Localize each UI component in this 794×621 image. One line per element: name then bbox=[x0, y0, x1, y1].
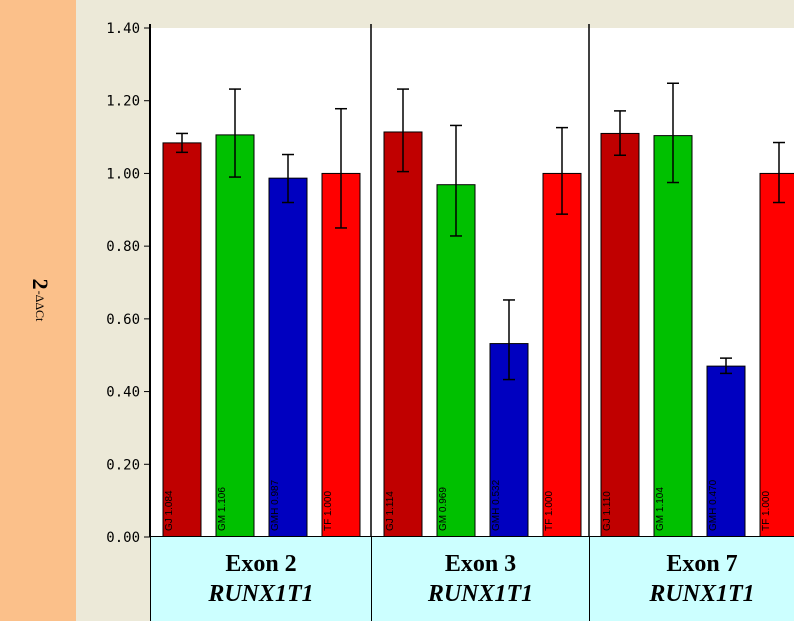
category-gene-label: RUNX1T1 bbox=[372, 579, 589, 609]
category-label-exon-2: Exon 2 RUNX1T1 bbox=[150, 537, 372, 621]
y-tick-label: 0.00 bbox=[106, 530, 140, 546]
bar-data-label: GM 0.969 bbox=[438, 487, 449, 531]
bar-data-label: GJ 1.110 bbox=[602, 491, 613, 531]
bar-data-label: GM 1.106 bbox=[217, 487, 228, 531]
y-tick-label: 0.60 bbox=[106, 312, 140, 328]
bar-data-label: TF 1.000 bbox=[323, 491, 334, 531]
category-exon-label: Exon 2 bbox=[225, 551, 296, 577]
bar-data-label: GMH 0.987 bbox=[270, 479, 281, 531]
y-tick-label: 0.20 bbox=[106, 457, 140, 473]
y-tick-label: 1.20 bbox=[106, 94, 140, 110]
category-exon-label: Exon 3 bbox=[445, 551, 516, 577]
category-gene-label: RUNX1T1 bbox=[151, 579, 371, 609]
category-gene-label: RUNX1T1 bbox=[590, 579, 794, 609]
bar bbox=[437, 185, 475, 537]
bar-data-label: TF 1.000 bbox=[761, 491, 772, 531]
bar bbox=[163, 143, 201, 537]
bar-data-label: GJ 1.114 bbox=[385, 491, 396, 531]
category-exon-label: Exon 7 bbox=[666, 551, 737, 577]
bar bbox=[760, 173, 794, 537]
category-label-exon-7: Exon 7 RUNX1T1 bbox=[589, 537, 794, 621]
y-tick-label: 0.40 bbox=[106, 385, 140, 401]
bar-data-label: GM 1.104 bbox=[655, 487, 666, 531]
bar bbox=[654, 136, 692, 537]
y-tick-label: 0.80 bbox=[106, 239, 140, 255]
category-label-exon-3: Exon 3 RUNX1T1 bbox=[371, 537, 590, 621]
bar-data-label: GMH 0.532 bbox=[491, 479, 502, 531]
bar-data-label: TF 1.000 bbox=[544, 491, 555, 531]
y-tick-label: 1.00 bbox=[106, 166, 140, 182]
bar-data-label: GMH 0.470 bbox=[708, 479, 719, 531]
bar bbox=[384, 132, 422, 537]
y-tick-label: 1.40 bbox=[106, 21, 140, 37]
bar-data-label: GJ 1.084 bbox=[164, 490, 175, 531]
bar bbox=[216, 135, 254, 537]
bar bbox=[601, 133, 639, 537]
bar bbox=[543, 173, 581, 537]
